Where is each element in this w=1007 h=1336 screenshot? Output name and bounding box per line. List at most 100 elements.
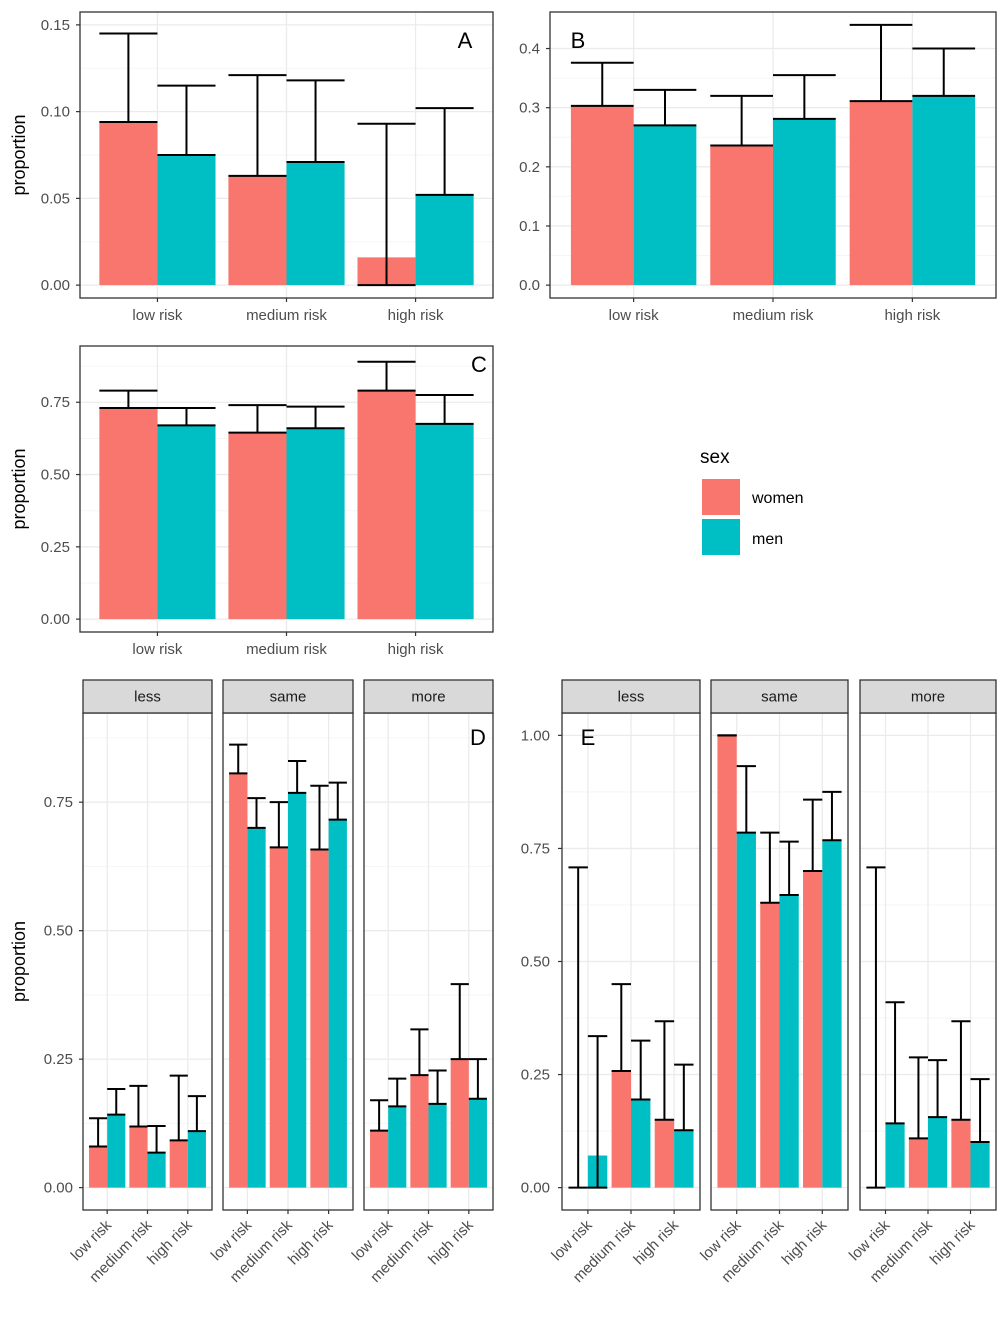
chart-a: low risk medium risk high risk 0.00 0.05 0.10… — [41, 11, 494, 324]
x-tick-label-high-risk: high risk — [388, 641, 444, 658]
errorbar-women-low-risk — [89, 1117, 108, 1148]
errorbar-men-low-risk — [107, 1087, 126, 1116]
bar-women-medium-risk — [228, 432, 287, 620]
bar-men-medium-risk — [631, 1099, 651, 1188]
y-tick-label: 0.10 — [41, 104, 70, 121]
errorbar-women-low-risk — [866, 866, 886, 1189]
x-tick-label-high-risk: high risk — [388, 307, 444, 324]
bar-women-medium-risk — [129, 1126, 148, 1188]
y-axis-label: proportion — [9, 921, 29, 1002]
errorbar-women-medium-risk — [710, 94, 773, 147]
bar-women-medium-risk — [410, 1075, 429, 1188]
errorbar-women-medium-risk — [129, 1084, 148, 1128]
bar-men-low-risk — [247, 827, 266, 1188]
legend-key-women — [702, 479, 740, 515]
bar-women-low-risk — [99, 408, 158, 620]
bar-men-medium-risk — [428, 1103, 447, 1188]
bar-men-medium-risk — [773, 118, 836, 286]
errorbar-women-medium-risk — [228, 404, 287, 434]
panel-tag-a: A — [458, 28, 473, 53]
bar-women-high-risk — [803, 871, 823, 1188]
panel-tag-d: D — [470, 725, 486, 750]
y-tick-label: 0.4 — [519, 41, 540, 58]
x-tick-label-high-risk: high risk — [285, 1216, 337, 1268]
y-tick-label: 0.50 — [44, 923, 73, 940]
errorbar-men-medium-risk — [286, 79, 345, 163]
errorbar-men-high-risk — [187, 1095, 206, 1133]
bar-men-high-risk — [415, 194, 474, 286]
errorbar-men-medium-risk — [428, 1069, 447, 1105]
x-tick-label-high-risk: high risk — [927, 1216, 979, 1268]
strip-label-more: more — [911, 689, 945, 706]
errorbar-men-low-risk — [157, 407, 216, 427]
bar-men-high-risk — [822, 840, 842, 1188]
bar-men-low-risk — [157, 425, 216, 620]
errorbar-men-medium-risk — [286, 405, 345, 430]
y-tick-label: 0.15 — [41, 17, 70, 34]
strip-more — [859, 679, 997, 714]
bar-women-medium-risk — [908, 1138, 928, 1188]
errorbar-women-high-risk — [951, 1020, 971, 1121]
bar-women-medium-risk — [228, 175, 287, 286]
errorbar-men-high-risk — [328, 781, 347, 821]
bar-women-low-risk — [570, 105, 634, 286]
errorbar-women-high-risk — [654, 1020, 675, 1121]
x-tick-label-high-risk: high risk — [144, 1216, 196, 1268]
bar-women-medium-risk — [611, 1070, 631, 1188]
errorbar-men-high-risk — [674, 1063, 694, 1132]
errorbar-women-medium-risk — [269, 801, 288, 849]
strip-label-more: more — [411, 689, 445, 706]
bar-men-medium-risk — [928, 1117, 948, 1188]
errorbar-men-medium-risk — [631, 1039, 651, 1101]
bar-men-high-risk — [674, 1130, 694, 1188]
errorbar-men-medium-risk — [779, 840, 799, 897]
errorbar-women-low-risk — [570, 61, 634, 107]
strip-label-less: less — [618, 689, 645, 706]
y-tick-label: 0.50 — [521, 954, 550, 971]
strip-same — [710, 679, 849, 714]
y-tick-label: 0.2 — [519, 159, 540, 176]
bar-men-high-risk — [970, 1141, 990, 1188]
y-tick-label: 0.75 — [521, 840, 550, 857]
legend: sex women men — [700, 447, 804, 555]
errorbar-women-low-risk — [99, 389, 158, 410]
bar-women-high-risk — [849, 101, 913, 286]
errorbar-women-low-risk — [568, 866, 588, 1189]
errorbar-women-medium-risk — [611, 983, 631, 1072]
errorbar-men-medium-risk — [773, 74, 836, 120]
errorbar-men-low-risk — [157, 84, 216, 156]
chart-c: low risk medium risk high risk 0.00 0.25 0.50… — [9, 345, 494, 658]
errorbar-men-low-risk — [885, 1001, 905, 1125]
x-tick-label-medium-risk: medium risk — [246, 307, 327, 324]
bar-women-high-risk — [654, 1119, 675, 1188]
bar-men-low-risk — [736, 832, 756, 1188]
bar-women-high-risk — [450, 1059, 469, 1188]
chart-b: low risk medium risk high risk 0.0 0.1 0.2 0.3… — [519, 11, 997, 324]
errorbar-women-high-risk — [169, 1074, 188, 1142]
strip-label-less: less — [134, 689, 161, 706]
y-tick-label: 0.00 — [41, 277, 70, 294]
x-tick-label-low-risk: low risk — [132, 641, 183, 658]
y-tick-label: 0.3 — [519, 100, 540, 117]
bar-men-medium-risk — [286, 161, 345, 286]
errorbar-women-high-risk — [357, 122, 416, 287]
errorbar-men-low-risk — [736, 765, 756, 834]
errorbar-women-medium-risk — [410, 1028, 429, 1077]
bar-women-medium-risk — [760, 902, 780, 1188]
legend-key-men — [702, 519, 740, 555]
y-tick-label: 0.0 — [519, 277, 540, 294]
y-tick-label: 0.25 — [521, 1067, 550, 1084]
x-tick-label-high-risk: high risk — [425, 1216, 477, 1268]
bar-women-medium-risk — [269, 847, 288, 1188]
bar-men-high-risk — [468, 1098, 487, 1188]
bar-men-high-risk — [187, 1131, 206, 1188]
errorbar-women-high-risk — [450, 983, 469, 1061]
bar-men-low-risk — [107, 1114, 126, 1188]
bar-men-high-risk — [328, 819, 347, 1188]
bar-men-low-risk — [885, 1123, 905, 1188]
